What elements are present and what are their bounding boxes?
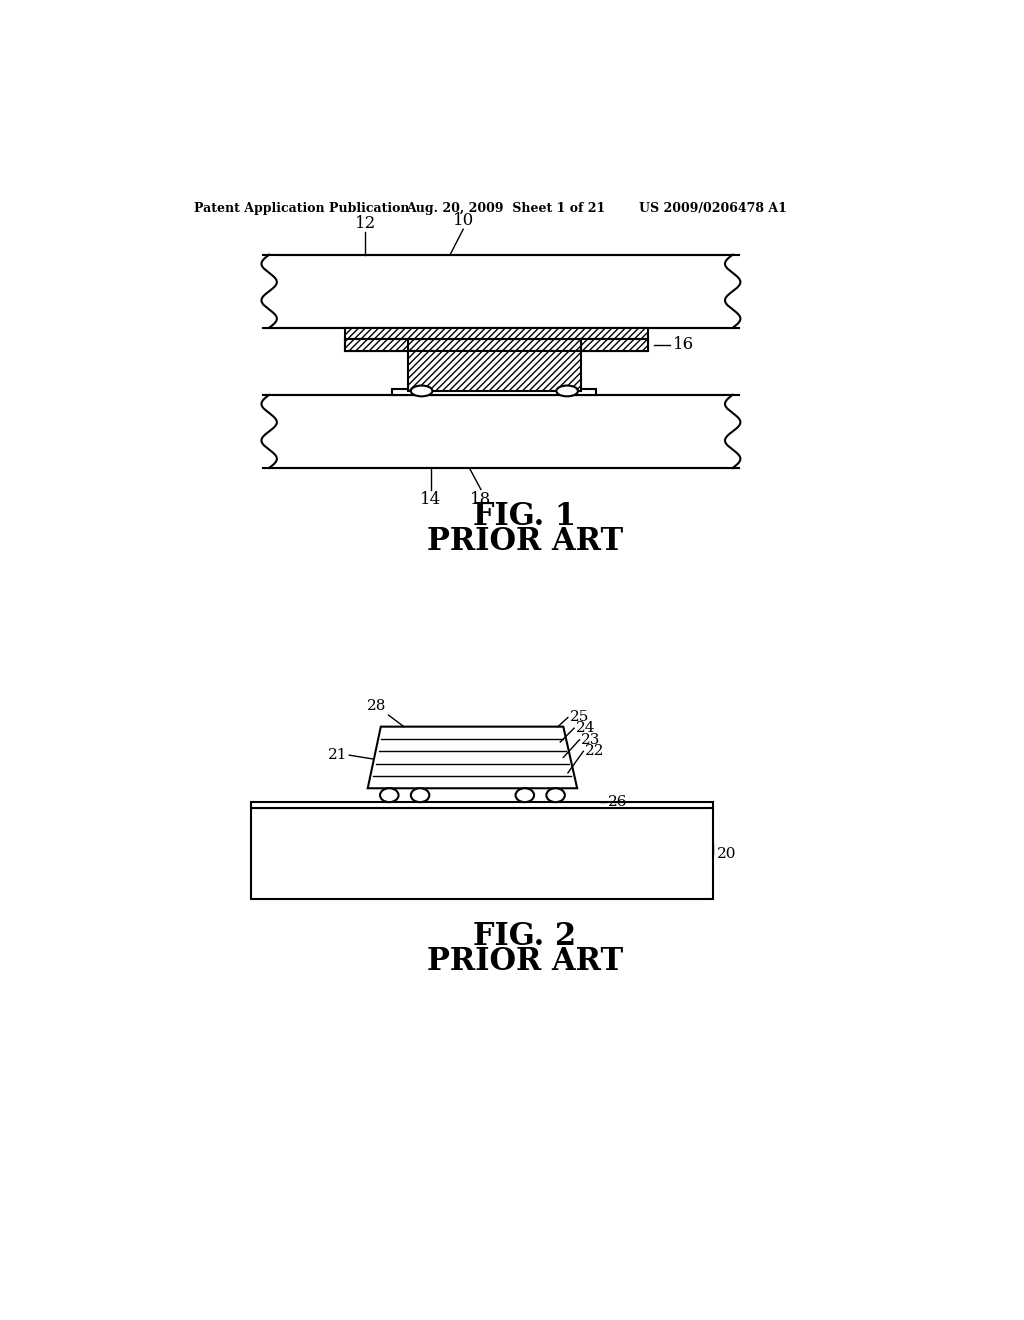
Ellipse shape <box>547 788 565 803</box>
Text: 16: 16 <box>674 337 694 354</box>
Bar <box>392 389 596 395</box>
Text: PRIOR ART: PRIOR ART <box>427 946 623 977</box>
Text: 26: 26 <box>608 795 628 809</box>
Text: 18: 18 <box>470 491 492 508</box>
Text: 14: 14 <box>420 491 441 508</box>
Bar <box>252 808 714 899</box>
Ellipse shape <box>411 788 429 803</box>
Polygon shape <box>345 339 408 351</box>
Bar <box>263 255 739 327</box>
Text: FIG. 1: FIG. 1 <box>473 502 577 532</box>
Text: US 2009/0206478 A1: US 2009/0206478 A1 <box>639 202 786 215</box>
Bar <box>261 395 276 469</box>
Bar <box>252 803 714 808</box>
Text: 24: 24 <box>575 721 595 735</box>
Bar <box>725 255 742 327</box>
Bar <box>725 395 742 469</box>
Text: 10: 10 <box>453 213 474 230</box>
Text: FIG. 2: FIG. 2 <box>473 920 577 952</box>
Text: 21: 21 <box>329 748 348 762</box>
Text: 23: 23 <box>581 733 600 747</box>
Polygon shape <box>345 339 648 351</box>
Polygon shape <box>345 327 648 339</box>
Polygon shape <box>581 339 648 351</box>
Text: 25: 25 <box>569 710 589 725</box>
Ellipse shape <box>515 788 535 803</box>
Ellipse shape <box>556 385 578 396</box>
Text: PRIOR ART: PRIOR ART <box>427 527 623 557</box>
Text: 28: 28 <box>368 698 387 713</box>
Polygon shape <box>408 351 581 391</box>
Text: Aug. 20, 2009  Sheet 1 of 21: Aug. 20, 2009 Sheet 1 of 21 <box>407 202 605 215</box>
Ellipse shape <box>411 385 432 396</box>
Bar <box>263 395 739 469</box>
Ellipse shape <box>380 788 398 803</box>
Bar <box>261 255 276 327</box>
Text: Patent Application Publication: Patent Application Publication <box>195 202 410 215</box>
Text: 12: 12 <box>354 215 376 231</box>
Text: 22: 22 <box>585 744 604 758</box>
Text: 20: 20 <box>717 847 737 862</box>
Polygon shape <box>368 726 578 788</box>
